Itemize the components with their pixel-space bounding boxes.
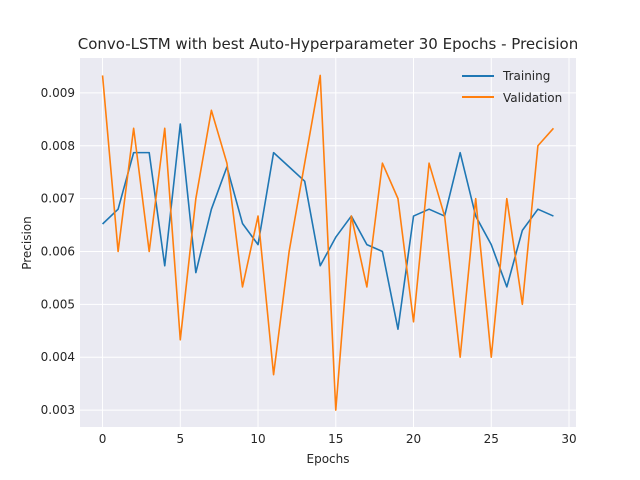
y-tick-label: 0.008 <box>41 139 75 153</box>
x-tick-label: 5 <box>176 432 184 446</box>
x-tick-label: 15 <box>328 432 343 446</box>
y-tick-label: 0.006 <box>41 244 75 258</box>
x-tick-label: 30 <box>561 432 576 446</box>
series-lines <box>101 74 555 411</box>
legend-label-training: Training <box>502 69 550 83</box>
y-tick-labels: 0.003 0.004 0.005 0.006 0.007 0.008 0.009 <box>41 86 75 417</box>
x-tick-labels: 0 5 10 15 20 25 30 <box>99 432 577 446</box>
series-line-validation <box>101 74 555 411</box>
y-axis-label: Precision <box>20 216 34 270</box>
legend-label-validation: Validation <box>503 91 562 105</box>
y-tick-label: 0.009 <box>41 86 75 100</box>
chart-title: Convo-LSTM with best Auto-Hyperparameter… <box>78 35 579 53</box>
y-tick-label: 0.005 <box>41 297 75 311</box>
y-tick-label: 0.004 <box>41 350 75 364</box>
x-tick-label: 10 <box>250 432 265 446</box>
x-tick-label: 0 <box>99 432 107 446</box>
x-tick-label: 20 <box>406 432 421 446</box>
y-tick-label: 0.003 <box>41 403 75 417</box>
legend: Training Validation <box>462 69 562 105</box>
x-tick-label: 25 <box>484 432 499 446</box>
y-tick-label: 0.007 <box>41 192 75 206</box>
x-axis-label: Epochs <box>307 452 350 466</box>
